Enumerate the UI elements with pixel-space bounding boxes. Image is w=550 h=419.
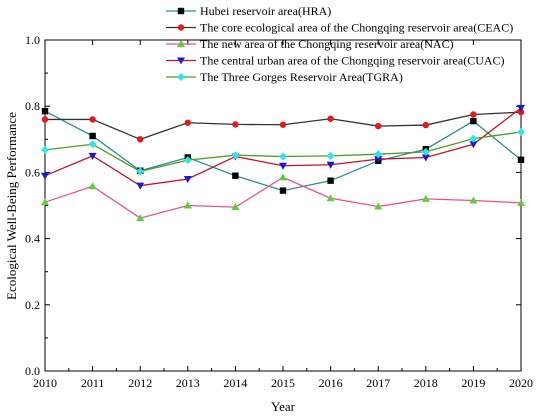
data-point	[89, 116, 96, 123]
data-point	[470, 111, 477, 118]
y-tick-label: 0.4	[25, 232, 40, 246]
data-point	[89, 132, 96, 140]
y-tick-label: 0.2	[25, 298, 40, 312]
data-point	[41, 107, 49, 115]
data-point	[137, 136, 144, 143]
legend-item-2: The new area of the Chongqing reservoir …	[166, 37, 454, 51]
data-point	[136, 182, 145, 190]
data-point	[232, 121, 239, 128]
x-tick-label: 2015	[271, 376, 295, 390]
y-axis-title: Ecological Well-Being Performance	[4, 112, 19, 300]
data-point	[279, 187, 287, 194]
data-point	[470, 117, 477, 125]
data-point	[517, 104, 525, 112]
legend-label: Hubei reservoir area(HRA)	[200, 4, 331, 18]
data-point	[183, 156, 192, 165]
y-tick-label: 0.6	[25, 165, 40, 179]
legend: Hubei reservoir area(HRA) The core ecolog…	[166, 4, 513, 84]
data-point	[41, 172, 49, 180]
legend-label: The new area of the Chongqing reservoir …	[200, 37, 454, 51]
data-point	[41, 198, 49, 206]
data-point	[231, 151, 240, 160]
data-point	[517, 198, 525, 206]
data-point	[327, 115, 334, 122]
data-point	[279, 121, 287, 128]
legend-marker	[177, 73, 185, 81]
x-tick-label: 2010	[33, 376, 57, 390]
data-point	[374, 202, 383, 210]
legend-marker	[177, 40, 185, 47]
data-point	[469, 134, 478, 143]
series-1	[41, 108, 525, 143]
x-tick-label: 2014	[223, 376, 247, 390]
x-tick-label: 2013	[176, 376, 200, 390]
data-point	[375, 122, 382, 130]
data-point	[469, 196, 478, 204]
y-axis: 0.0 0.2 0.4 0.6 0.8 1.0	[25, 33, 521, 378]
data-point	[374, 156, 383, 164]
series-2	[41, 173, 525, 222]
legend-label: The Three Gorges Reservoir Area(TGRA)	[200, 70, 403, 84]
data-point	[327, 177, 334, 184]
legend-label: The core ecological area of the Chongqin…	[200, 21, 513, 35]
series-layer	[41, 104, 525, 222]
data-point	[232, 172, 239, 179]
y-tick-label: 0.0	[25, 364, 40, 378]
legend-marker	[177, 7, 185, 15]
data-point	[279, 173, 287, 181]
data-point	[422, 121, 429, 129]
data-point	[326, 194, 335, 202]
data-point	[183, 201, 192, 209]
legend-label: The central urban area of the Chongqing …	[200, 54, 505, 68]
data-point	[231, 203, 240, 211]
legend-item-4: The Three Gorges Reservoir Area(TGRA)	[166, 70, 403, 84]
data-point	[279, 162, 287, 170]
y-tick-label: 0.8	[25, 99, 40, 113]
data-point	[326, 151, 335, 160]
data-point	[88, 152, 97, 160]
x-tick-label: 2012	[128, 376, 152, 390]
x-tick-label: 2019	[461, 376, 485, 390]
data-point	[517, 156, 525, 164]
x-tick-label: 2016	[319, 376, 343, 390]
series-4	[41, 128, 525, 176]
x-tick-label: 2018	[414, 376, 438, 390]
data-point	[184, 119, 191, 126]
data-point	[374, 150, 383, 159]
data-point	[88, 182, 97, 190]
data-point	[183, 176, 192, 184]
x-tick-label: 2017	[366, 376, 390, 390]
legend-marker	[177, 24, 185, 31]
x-axis-title: Year	[271, 399, 296, 414]
data-point	[136, 167, 145, 176]
data-point	[517, 108, 525, 116]
data-point	[41, 145, 49, 154]
data-point	[421, 147, 430, 156]
y-tick-label: 1.0	[25, 33, 40, 47]
legend-item-0: Hubei reservoir area(HRA)	[166, 4, 331, 18]
x-tick-label: 2020	[509, 376, 533, 390]
x-axis: 2010 2011 2012 2013 2014 2015 2016 2017 2018 2019…	[33, 40, 533, 390]
data-point	[41, 116, 49, 123]
data-point	[469, 141, 478, 149]
legend-item-1: The core ecological area of the Chongqin…	[166, 21, 513, 35]
x-tick-label: 2011	[81, 376, 105, 390]
data-point	[136, 214, 145, 222]
data-point	[88, 140, 97, 149]
data-point	[421, 194, 430, 202]
series-line	[44, 176, 522, 219]
legend-item-3: The central urban area of the Chongqing …	[166, 54, 505, 68]
plot-frame	[44, 39, 522, 372]
legend-marker	[177, 57, 185, 65]
data-point	[421, 154, 430, 162]
data-point	[326, 161, 335, 169]
data-point	[279, 152, 287, 161]
data-point	[517, 128, 525, 137]
